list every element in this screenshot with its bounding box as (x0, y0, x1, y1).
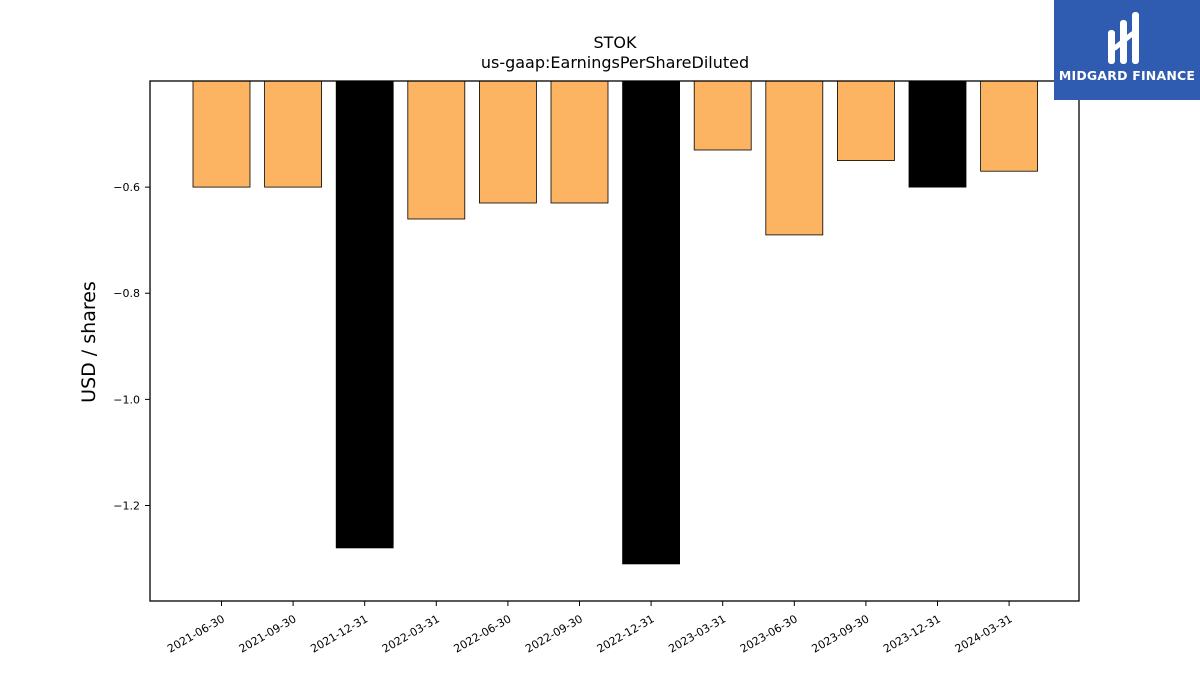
chart-title: STOK (593, 33, 637, 52)
bar-2022-12-31 (622, 80, 680, 565)
y-tick-label: −0.8 (113, 287, 140, 300)
bar-2024-03-31 (980, 80, 1038, 172)
bar-2022-03-31 (407, 80, 466, 220)
y-tick-label: −1.0 (113, 393, 140, 406)
brand-logo: MIDGARD FINANCE (1054, 0, 1200, 100)
x-tick-label: 2023-09-30 (810, 612, 872, 655)
x-tick-label: 2021-06-30 (165, 612, 227, 655)
x-tick-label: 2022-06-30 (452, 612, 514, 655)
x-tick-label: 2021-12-31 (308, 612, 370, 655)
x-tick-label: 2022-03-31 (380, 612, 442, 655)
x-ticks-group: 2021-06-30 2021-09-30 2021-12-31 2022-03-31… (165, 601, 1015, 656)
bar-2022-06-30 (478, 80, 537, 204)
bars-group (192, 80, 1038, 565)
chart-subtitle: us-gaap:EarningsPerShareDiluted (481, 53, 749, 72)
brand-name: MIDGARD FINANCE (1058, 68, 1196, 83)
y-ticks-group: −0.6 −0.8 −1.0 −1.2 (113, 181, 150, 512)
y-tick-label: −1.2 (113, 499, 140, 512)
bar-2023-09-30 (837, 80, 895, 161)
x-tick-label: 2023-06-30 (738, 612, 800, 655)
y-axis-label: USD / shares (78, 281, 100, 403)
bar-2023-12-31 (908, 80, 967, 188)
x-tick-label: 2021-09-30 (237, 612, 299, 655)
bar-2022-09-30 (550, 80, 609, 204)
plot-frame (149, 80, 1080, 602)
x-tick-label: 2022-12-31 (595, 612, 657, 655)
x-tick-label: 2024-03-31 (953, 612, 1015, 655)
x-tick-label: 2023-12-31 (881, 612, 943, 655)
bar-2023-06-30 (765, 80, 824, 236)
bar-2021-09-30 (264, 80, 323, 188)
bar-2023-03-31 (693, 80, 752, 151)
bar-2021-12-31 (335, 80, 394, 549)
y-tick-label: −0.6 (113, 181, 140, 194)
x-tick-label: 2022-09-30 (523, 612, 585, 655)
x-tick-label: 2023-03-31 (666, 612, 728, 655)
bar-2021-06-30 (192, 80, 251, 188)
midgard-logo-icon (1108, 12, 1139, 64)
